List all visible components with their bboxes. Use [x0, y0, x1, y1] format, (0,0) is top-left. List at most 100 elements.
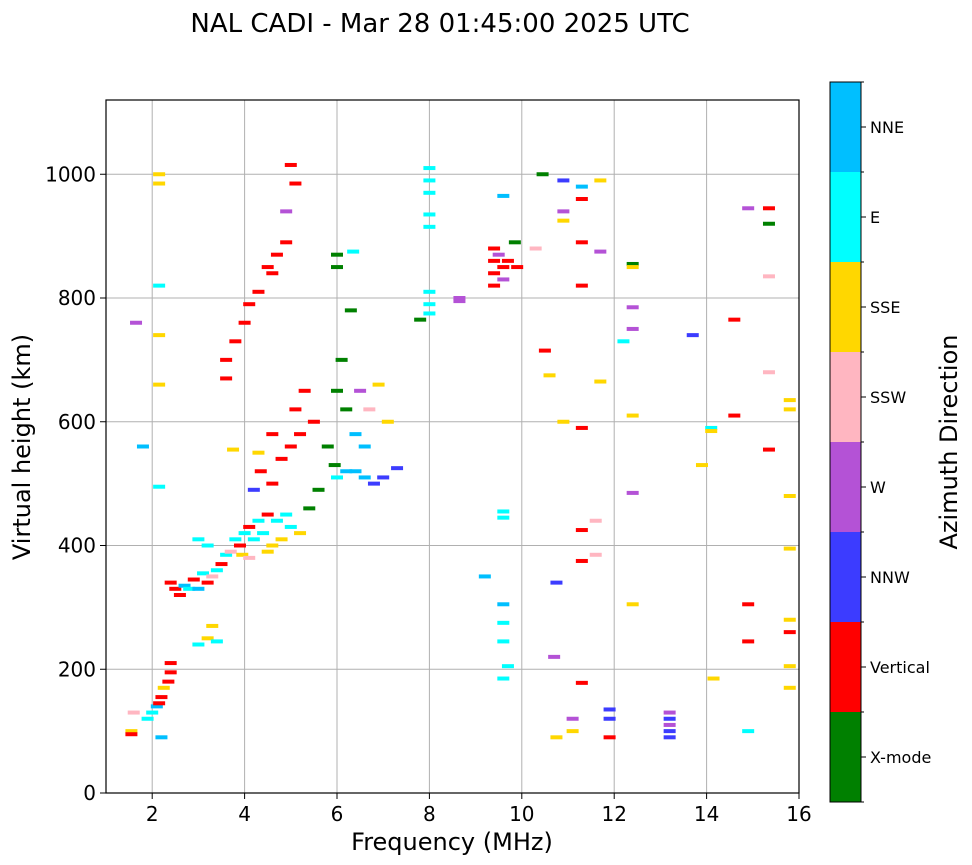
data-point [414, 317, 427, 322]
data-point [497, 639, 510, 644]
data-point [284, 524, 297, 529]
data-point [331, 265, 343, 270]
plot-frame [105, 99, 800, 794]
data-point [125, 729, 138, 734]
data-point [266, 271, 279, 276]
data-point [423, 212, 436, 217]
x-tick-label: 4 [238, 802, 251, 826]
colorbar-tick-label: Vertical [870, 658, 930, 677]
y-tick-label: 200 [58, 657, 96, 681]
colorbar-tick-label: NNE [870, 118, 904, 137]
data-point [236, 552, 249, 557]
y-tick-label: 800 [58, 286, 96, 310]
data-point [187, 577, 200, 582]
data-point [372, 382, 385, 387]
data-point [243, 302, 256, 307]
data-point [728, 413, 741, 418]
data-point [497, 193, 510, 198]
data-point [762, 370, 775, 375]
data-point [183, 586, 196, 591]
data-point [206, 623, 219, 628]
data-point [617, 339, 630, 344]
data-point [705, 429, 718, 434]
data-point [238, 531, 251, 536]
x-tick-label: 10 [509, 802, 534, 826]
y-tick-label: 600 [58, 410, 96, 434]
data-point [153, 484, 166, 489]
data-point [575, 283, 588, 288]
data-point [266, 432, 279, 437]
colorbar-segment [830, 442, 861, 532]
data-point [328, 463, 341, 468]
data-point [130, 320, 143, 325]
data-point [548, 654, 561, 659]
data-point [742, 729, 755, 734]
data-point [497, 676, 510, 681]
data-point [511, 265, 524, 270]
data-point [742, 602, 755, 607]
data-point [169, 586, 182, 591]
data-point [229, 339, 242, 344]
data-point [423, 289, 436, 294]
data-point [566, 716, 579, 721]
y-axis-label: Virtual height (km) [8, 334, 36, 560]
data-point [229, 537, 242, 542]
data-point [164, 670, 177, 675]
data-point [783, 664, 796, 669]
data-point [575, 184, 588, 189]
data-point [626, 490, 639, 495]
data-point [377, 475, 390, 480]
data-point [210, 639, 223, 644]
data-point [294, 531, 307, 536]
data-point [289, 181, 302, 186]
data-point [783, 546, 796, 551]
data-point [201, 580, 214, 585]
data-point [261, 265, 274, 270]
data-point [626, 261, 639, 266]
data-point [391, 466, 404, 471]
data-point [294, 432, 307, 437]
data-point [762, 221, 775, 226]
data-point [344, 308, 357, 313]
y-tick-label: 400 [58, 534, 96, 558]
data-point [164, 661, 177, 666]
data-point [557, 178, 570, 183]
data-point [192, 586, 205, 591]
data-point [423, 311, 436, 316]
data-point [153, 283, 166, 288]
data-point [575, 240, 588, 245]
data-point [575, 528, 588, 533]
data-point [280, 240, 293, 245]
x-tick-label: 12 [601, 802, 626, 826]
data-point [197, 571, 210, 576]
data-point [150, 704, 163, 709]
colorbar-segment [830, 82, 861, 172]
data-point [626, 305, 639, 310]
data-point [529, 246, 542, 251]
data-point [626, 326, 639, 331]
data-point [663, 716, 676, 721]
data-point [488, 246, 501, 251]
data-point [254, 469, 267, 474]
data-point [423, 224, 436, 229]
data-point [488, 283, 501, 288]
data-point [705, 425, 718, 430]
colorbar-label: Azimuth Direction [935, 335, 963, 550]
data-point [192, 537, 205, 542]
data-point [266, 543, 279, 548]
x-axis-label: Frequency (MHz) [351, 828, 553, 856]
data-point [663, 735, 676, 740]
data-point [783, 685, 796, 690]
data-point [220, 376, 233, 381]
data-point [125, 732, 138, 737]
data-point [127, 710, 140, 715]
data-point [575, 558, 588, 563]
colorbar-tick-label: W [870, 478, 886, 497]
data-point [492, 252, 505, 257]
data-point [497, 265, 510, 270]
data-point [331, 388, 343, 393]
data-point [224, 549, 237, 554]
data-point [349, 432, 362, 437]
data-point [762, 447, 775, 452]
data-point [155, 735, 168, 740]
